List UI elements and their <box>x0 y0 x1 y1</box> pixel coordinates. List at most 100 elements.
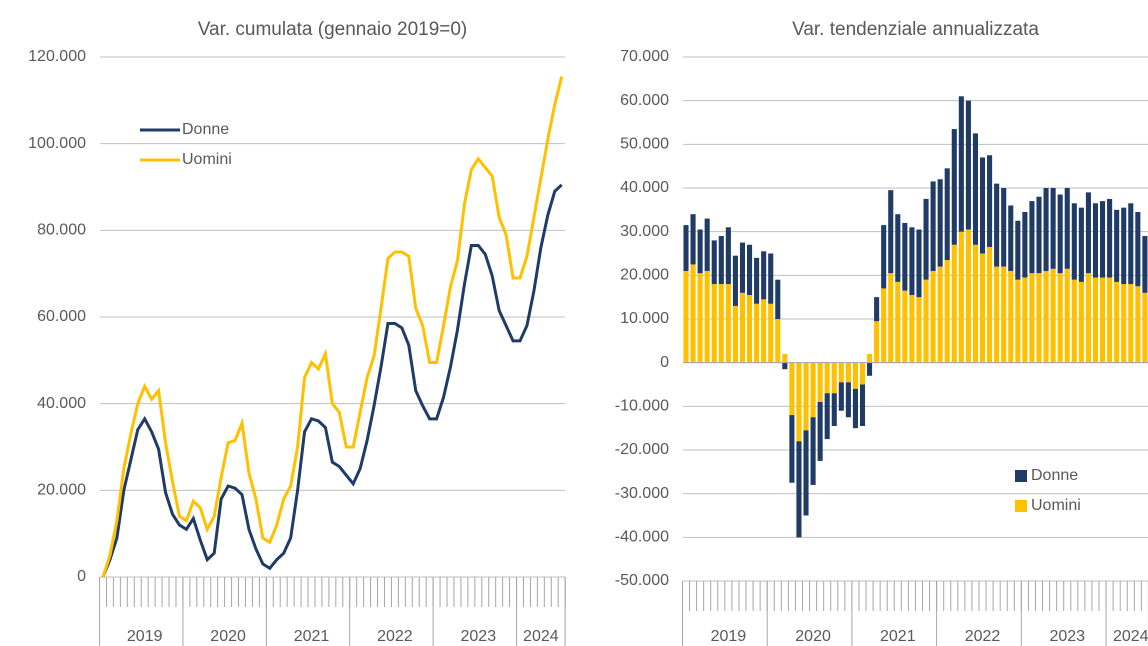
bar-segment <box>987 155 993 247</box>
bar-segment <box>831 362 837 394</box>
bar-segment <box>902 222 908 291</box>
bar-segment <box>1015 220 1021 280</box>
bar-segment <box>1099 201 1106 278</box>
y-tick-label: 20.000 <box>37 482 86 499</box>
bar-segment <box>1064 188 1070 269</box>
x-tick-label: 2022 <box>965 628 1001 645</box>
bar-segment <box>1043 270 1049 363</box>
x-tick-label: 2019 <box>127 628 163 645</box>
bar-segment <box>958 96 964 232</box>
bar-segment <box>1078 281 1084 363</box>
bar-segment <box>725 284 731 363</box>
bar-segment <box>909 227 915 295</box>
y-tick-label: 40.000 <box>620 179 669 196</box>
y-tick-label: 60.000 <box>620 92 669 109</box>
bar-segment <box>732 305 738 363</box>
bar-segment <box>965 229 971 363</box>
bar-segment <box>1099 277 1106 363</box>
y-tick-label: 0 <box>77 568 86 585</box>
bar-segment <box>1092 277 1099 363</box>
bar-segment <box>944 168 950 261</box>
x-tick-label: 2022 <box>377 628 413 645</box>
y-tick-label: 120.000 <box>28 48 86 65</box>
bar-segment <box>1057 194 1063 274</box>
bar-segment <box>1043 188 1049 271</box>
bar-segment <box>803 362 809 431</box>
bar-segment <box>697 273 703 363</box>
y-tick-label: -30.000 <box>615 485 669 502</box>
x-tick-label: 2024 <box>523 628 559 645</box>
x-tick-label: 2024 <box>1113 628 1148 645</box>
bar-segment <box>782 362 788 370</box>
bar-segment <box>718 236 724 285</box>
bar-segment <box>683 270 689 363</box>
legend-label: Uomini <box>182 151 232 168</box>
y-tick-label: 70.000 <box>620 48 669 65</box>
bar-segment <box>951 129 957 245</box>
bar-segment <box>796 441 802 538</box>
bar-segment <box>796 362 802 442</box>
x-tick-label: 2019 <box>711 628 747 645</box>
bar-segment <box>1029 273 1035 363</box>
chart-title: Var. cumulata (gennaio 2019=0) <box>198 19 468 40</box>
bar-segment <box>1022 277 1028 363</box>
y-tick-label: 30.000 <box>620 223 669 240</box>
bar-segment <box>789 362 795 416</box>
bar-segment <box>725 227 731 285</box>
bar-segment <box>1071 203 1077 280</box>
bar-segment <box>867 353 873 363</box>
bar-segment <box>1121 207 1127 285</box>
bar-segment <box>690 214 696 265</box>
bar-segment <box>923 279 929 363</box>
y-tick-label: 40.000 <box>37 395 86 412</box>
bar-segment <box>831 393 837 426</box>
bar-segment <box>994 183 1000 267</box>
bar-segment <box>916 297 922 363</box>
bar-segment <box>775 319 781 363</box>
bar-segment <box>888 190 894 274</box>
bar-segment <box>746 294 753 363</box>
bar-segment <box>754 257 760 304</box>
bar-segment <box>1050 188 1056 269</box>
bar-segment <box>888 273 894 363</box>
bar-segment <box>994 266 1000 363</box>
bar-segment <box>1135 286 1141 363</box>
bar-segment <box>874 321 880 363</box>
bar-segment <box>810 417 816 485</box>
chart-title: Var. tendenziale annualizzata <box>792 19 1039 40</box>
y-tick-label: 60.000 <box>37 308 86 325</box>
bar-segment <box>711 284 717 363</box>
bar-segment <box>937 266 943 363</box>
bar-segment <box>746 244 753 295</box>
bar-segment <box>1142 236 1148 293</box>
bar-segment <box>704 218 710 271</box>
bar-segment <box>845 382 851 418</box>
bar-segment <box>775 279 781 319</box>
bar-segment <box>958 231 964 363</box>
legend-label: Donne <box>1031 467 1078 484</box>
bar-segment <box>1114 281 1120 363</box>
y-tick-label: 50.000 <box>620 136 669 153</box>
bar-segment <box>1036 273 1042 363</box>
bar-segment <box>761 299 767 363</box>
bar-segment <box>965 100 971 230</box>
line-series <box>101 76 564 578</box>
y-tick-label: 80.000 <box>37 222 86 239</box>
y-tick-label: -10.000 <box>615 398 669 415</box>
bar-segment <box>1135 212 1141 287</box>
bar-segment <box>690 264 696 363</box>
bar-segment <box>768 303 774 363</box>
bar-segment <box>817 362 823 402</box>
bar-segment <box>739 292 746 363</box>
bar-segment <box>1128 284 1134 363</box>
bar-segment <box>852 362 858 389</box>
bar-segment <box>1121 284 1127 363</box>
y-tick-label: -20.000 <box>615 441 669 458</box>
bar-segment <box>1008 205 1014 271</box>
x-tick-label: 2020 <box>795 628 831 645</box>
bar-segment <box>739 242 746 293</box>
bar-segment <box>1107 277 1113 363</box>
bar-segment <box>1036 196 1042 274</box>
bar-segment <box>761 251 767 300</box>
